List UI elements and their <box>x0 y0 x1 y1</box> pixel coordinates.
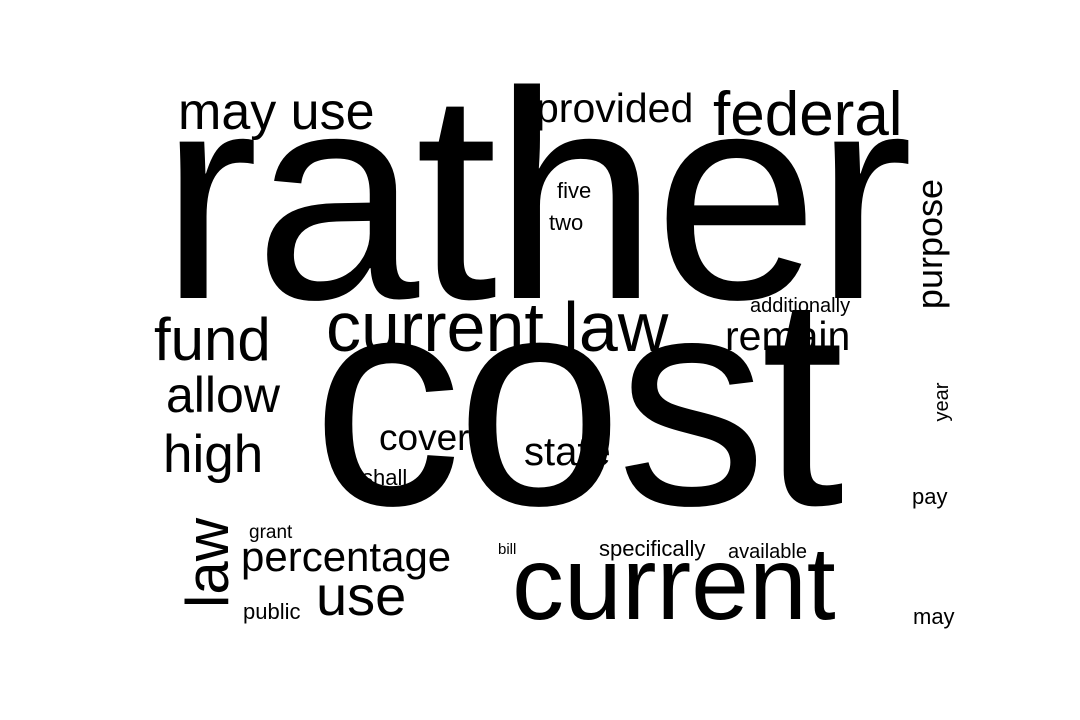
word-year: year <box>931 382 953 422</box>
word-law: law <box>174 517 241 608</box>
word-specifically: specifically <box>599 536 706 561</box>
word-purpose: purpose <box>909 178 950 310</box>
word-fund: fund <box>154 306 271 373</box>
word-grant: grant <box>249 522 293 543</box>
word-provided: provided <box>536 85 694 131</box>
word-use: use <box>316 564 407 627</box>
word-remain: remain <box>725 313 851 359</box>
word-current: current <box>512 526 836 642</box>
word-five: five <box>557 178 592 203</box>
word-allow: allow <box>166 367 280 423</box>
word-current-law: current law <box>326 288 669 366</box>
word-percentage: percentage <box>241 533 452 580</box>
word-high: high <box>163 425 264 484</box>
word-additionally: additionally <box>750 295 851 317</box>
word-may-use: may use <box>178 83 375 141</box>
word-cover: cover <box>379 417 470 458</box>
word-public: public <box>243 599 301 624</box>
word-federal: federal <box>713 80 903 149</box>
word-shall: shall <box>362 465 408 490</box>
word-pay: pay <box>912 484 948 509</box>
word-state: state <box>524 430 611 474</box>
word-available: available <box>728 541 807 563</box>
word-rather: rather <box>160 30 913 361</box>
word-bill: bill <box>498 541 517 558</box>
word-may: may <box>913 604 955 629</box>
word-cost: cost <box>312 232 844 568</box>
word-two: two <box>549 210 584 235</box>
